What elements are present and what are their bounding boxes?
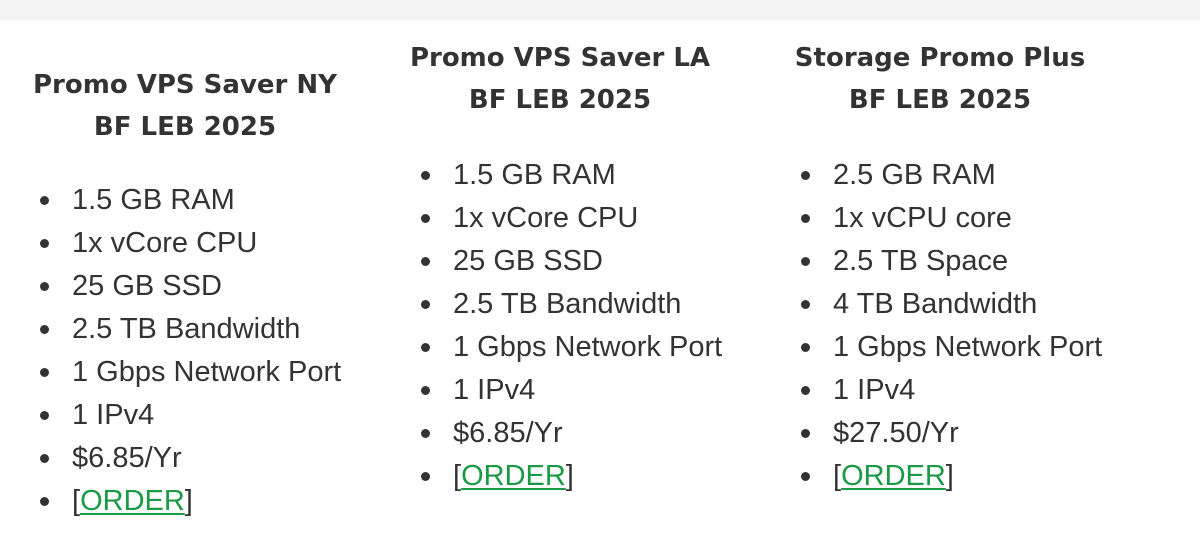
plan-title-line1: Promo VPS Saver NY xyxy=(32,70,337,100)
bullet-icon xyxy=(801,171,810,180)
bullet-icon xyxy=(40,454,49,463)
feature-text: 4 TB Bandwidth xyxy=(833,288,1038,320)
feature-item: 1 IPv4 xyxy=(801,369,1102,412)
feature-text: 2.5 TB Bandwidth xyxy=(453,288,682,320)
feature-text: 1 Gbps Network Port xyxy=(833,331,1103,363)
bullet-icon xyxy=(801,386,810,395)
plan-title-line2: BF LEB 2025 xyxy=(468,85,652,115)
order-bracket-open: [ xyxy=(72,485,81,517)
feature-item: 25 GB SSD xyxy=(40,265,341,308)
feature-item: 1.5 GB RAM xyxy=(421,154,722,197)
feature-item: 1 Gbps Network Port xyxy=(421,326,722,369)
bullet-icon xyxy=(40,239,49,248)
feature-text: 1x vCPU core xyxy=(833,202,1012,234)
feature-text: 1.5 GB RAM xyxy=(453,159,616,191)
feature-text: 2.5 TB Space xyxy=(833,245,1009,277)
order-bracket-close: ] xyxy=(565,460,574,492)
feature-item: 1 IPv4 xyxy=(40,394,341,437)
feature-text: 1 Gbps Network Port xyxy=(453,331,723,363)
bullet-icon xyxy=(801,257,810,266)
feature-text: 1x vCore CPU xyxy=(72,227,258,259)
bullet-icon xyxy=(40,196,49,205)
feature-list: 2.5 GB RAM 1x vCPU core 2.5 TB Space 4 T… xyxy=(801,154,1102,498)
bullet-icon xyxy=(801,472,810,481)
bullet-icon xyxy=(801,429,810,438)
order-bracket-close: ] xyxy=(184,485,193,517)
bullet-icon xyxy=(421,300,430,309)
bullet-icon xyxy=(40,497,49,506)
feature-item: $27.50/Yr xyxy=(801,412,1102,455)
bullet-icon xyxy=(40,411,49,420)
plan-title: Promo VPS Saver LA BF LEB 2025 xyxy=(375,37,745,121)
feature-item: 1 Gbps Network Port xyxy=(40,351,341,394)
feature-item: 25 GB SSD xyxy=(421,240,722,283)
bullet-icon xyxy=(421,472,430,481)
order-bracket-open: [ xyxy=(453,460,462,492)
feature-item: 2.5 TB Bandwidth xyxy=(421,283,722,326)
top-band xyxy=(0,0,1200,20)
feature-item: 1x vCore CPU xyxy=(421,197,722,240)
feature-text: 2.5 TB Bandwidth xyxy=(72,313,301,345)
feature-item: 1 IPv4 xyxy=(421,369,722,412)
plan-card-ny: Promo VPS Saver NY BF LEB 2025 1.5 GB RA… xyxy=(0,64,370,517)
feature-list: 1.5 GB RAM 1x vCore CPU 25 GB SSD 2.5 TB… xyxy=(421,154,722,498)
order-bracket-open: [ xyxy=(833,460,842,492)
order-link[interactable]: ORDER xyxy=(80,485,185,517)
bullet-icon xyxy=(421,343,430,352)
bullet-icon xyxy=(421,171,430,180)
feature-text: 25 GB SSD xyxy=(72,270,222,302)
feature-text: 25 GB SSD xyxy=(453,245,603,277)
bullet-icon xyxy=(801,300,810,309)
bullet-icon xyxy=(421,214,430,223)
order-item: [ORDER] xyxy=(421,455,722,498)
order-item: [ORDER] xyxy=(801,455,1102,498)
order-item: [ORDER] xyxy=(40,480,341,523)
bullet-icon xyxy=(421,386,430,395)
feature-text: 1 IPv4 xyxy=(453,374,536,406)
bullet-icon xyxy=(801,214,810,223)
feature-item: 1 Gbps Network Port xyxy=(801,326,1102,369)
feature-text: 1 IPv4 xyxy=(833,374,916,406)
bullet-icon xyxy=(421,257,430,266)
plan-title-line2: BF LEB 2025 xyxy=(848,85,1032,115)
bullet-icon xyxy=(40,325,49,334)
feature-text: 1 Gbps Network Port xyxy=(72,356,342,388)
plan-title-line2: BF LEB 2025 xyxy=(93,112,277,142)
bullet-icon xyxy=(40,282,49,291)
plan-card-la: Promo VPS Saver LA BF LEB 2025 1.5 GB RA… xyxy=(375,37,745,492)
feature-item: 1x vCPU core xyxy=(801,197,1102,240)
feature-item: $6.85/Yr xyxy=(40,437,341,480)
feature-item: 2.5 GB RAM xyxy=(801,154,1102,197)
bullet-icon xyxy=(40,368,49,377)
price-text: $6.85/Yr xyxy=(72,442,182,474)
order-bracket-close: ] xyxy=(945,460,954,492)
feature-item: 4 TB Bandwidth xyxy=(801,283,1102,326)
plan-title: Storage Promo Plus BF LEB 2025 xyxy=(755,37,1125,121)
feature-item: $6.85/Yr xyxy=(421,412,722,455)
plan-title-line1: Promo VPS Saver LA xyxy=(409,43,711,73)
price-text: $6.85/Yr xyxy=(453,417,563,449)
feature-text: 1 IPv4 xyxy=(72,399,155,431)
feature-item: 2.5 TB Space xyxy=(801,240,1102,283)
feature-text: 1.5 GB RAM xyxy=(72,184,235,216)
feature-item: 1x vCore CPU xyxy=(40,222,341,265)
feature-item: 2.5 TB Bandwidth xyxy=(40,308,341,351)
plan-title-line1: Storage Promo Plus xyxy=(794,43,1086,73)
order-link[interactable]: ORDER xyxy=(461,460,566,492)
feature-text: 1x vCore CPU xyxy=(453,202,639,234)
feature-text: 2.5 GB RAM xyxy=(833,159,996,191)
bullet-icon xyxy=(421,429,430,438)
order-link[interactable]: ORDER xyxy=(841,460,946,492)
plan-card-storage: Storage Promo Plus BF LEB 2025 2.5 GB RA… xyxy=(755,37,1125,492)
feature-list: 1.5 GB RAM 1x vCore CPU 25 GB SSD 2.5 TB… xyxy=(40,179,341,523)
price-text: $27.50/Yr xyxy=(833,417,959,449)
bullet-icon xyxy=(801,343,810,352)
feature-item: 1.5 GB RAM xyxy=(40,179,341,222)
plan-title: Promo VPS Saver NY BF LEB 2025 xyxy=(0,64,370,148)
